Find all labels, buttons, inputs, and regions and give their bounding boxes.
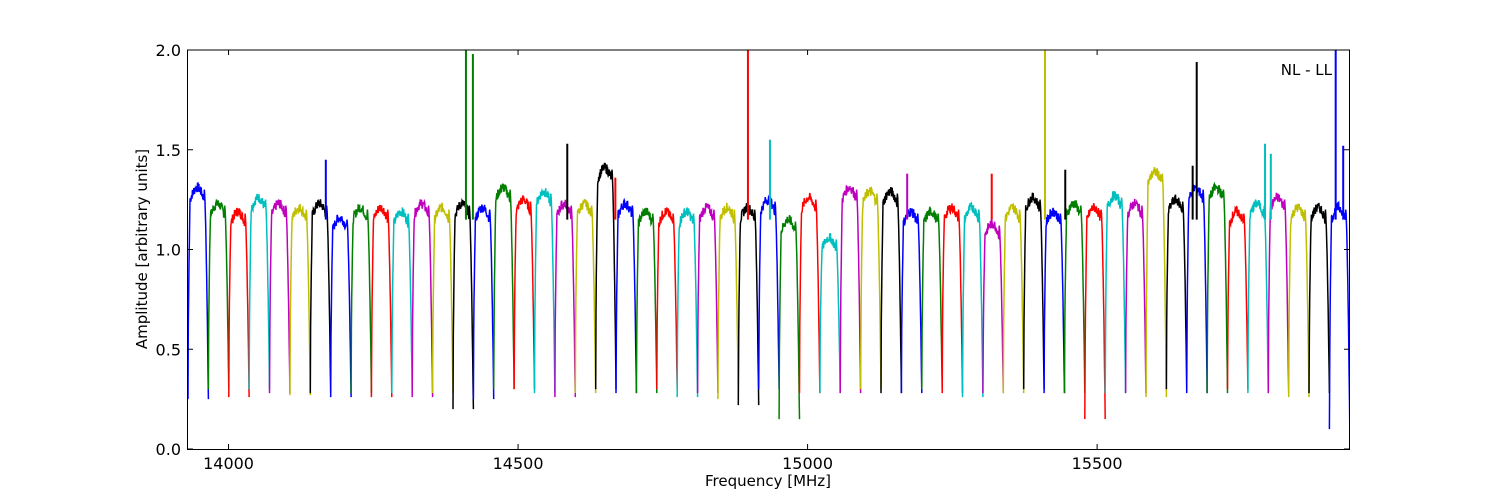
subband-trace-11 xyxy=(391,207,413,394)
subband-trace-36 xyxy=(900,208,923,394)
subband-trace-17 xyxy=(513,195,536,390)
subband-trace-9 xyxy=(350,203,373,394)
subband-trace-41 xyxy=(1002,202,1025,394)
subband-trace-20 xyxy=(574,198,597,394)
subband-trace-53 xyxy=(1247,199,1270,394)
subband-trace-21 xyxy=(594,162,617,390)
subband-trace-44 xyxy=(1063,200,1086,394)
subband-trace-29 xyxy=(757,194,780,390)
subband-trace-6 xyxy=(289,203,312,396)
y-tick-label: 1.5 xyxy=(156,141,181,160)
subband-trace-13 xyxy=(431,202,454,394)
series-layer xyxy=(188,50,1349,430)
subband-trace-18 xyxy=(533,187,556,394)
subband-trace-39 xyxy=(961,201,984,398)
subband-trace-10 xyxy=(370,204,393,398)
subband-trace-30 xyxy=(778,215,801,420)
y-tick-label: 1.0 xyxy=(156,241,181,260)
x-axis-label: Frequency [MHz] xyxy=(705,472,831,490)
subband-trace-19 xyxy=(554,199,577,398)
subband-trace-1 xyxy=(188,181,210,400)
subband-trace-35 xyxy=(880,186,903,394)
subband-trace-56 xyxy=(1308,202,1331,394)
subband-trace-15 xyxy=(472,204,495,400)
subband-trace-54 xyxy=(1267,192,1290,394)
x-tick-label: 14500 xyxy=(493,454,544,473)
subband-trace-51 xyxy=(1206,181,1229,394)
subband-trace-2 xyxy=(207,199,230,390)
y-tick-label: 2.0 xyxy=(156,41,181,60)
y-axis-label: Amplitude [arbitrary units] xyxy=(133,149,151,349)
subband-trace-25 xyxy=(676,207,699,398)
plot-frame xyxy=(187,49,1350,450)
subband-trace-23 xyxy=(635,207,658,394)
subband-trace-31 xyxy=(798,192,821,394)
x-tick-label: 15500 xyxy=(1072,454,1123,473)
subband-trace-34 xyxy=(859,185,882,390)
subband-trace-26 xyxy=(696,202,719,394)
subband-trace-52 xyxy=(1226,205,1249,390)
subband-trace-33 xyxy=(839,185,862,394)
subband-trace-42 xyxy=(1022,192,1045,390)
subband-trace-55 xyxy=(1287,203,1310,398)
subband-trace-37 xyxy=(921,205,943,390)
subband-trace-7 xyxy=(309,198,332,394)
subband-trace-43 xyxy=(1043,207,1066,394)
subband-trace-40 xyxy=(982,218,1005,394)
ticks-layer: 14000 14500 15000 15500 0.0 0.5 1.0 1.5 2.0 xyxy=(156,41,1349,473)
subband-trace-48 xyxy=(1145,167,1168,398)
subband-trace-4 xyxy=(248,193,271,390)
subband-trace-38 xyxy=(941,203,964,394)
subband-trace-45 xyxy=(1084,203,1106,420)
subband-trace-12 xyxy=(411,198,434,398)
y-tick-label: 0.5 xyxy=(156,340,181,359)
subband-trace-8 xyxy=(329,214,352,398)
subband-trace-32 xyxy=(819,233,841,394)
x-tick-label: 14000 xyxy=(203,454,254,473)
subband-trace-22 xyxy=(615,197,638,394)
subband-trace-57 xyxy=(1328,200,1349,430)
subband-trace-49 xyxy=(1165,194,1188,390)
subband-trace-5 xyxy=(268,198,291,394)
subband-trace-16 xyxy=(492,183,515,390)
subband-trace-3 xyxy=(228,207,250,398)
subband-trace-46 xyxy=(1104,191,1127,394)
subband-trace-28 xyxy=(737,202,760,406)
x-tick-label: 15000 xyxy=(782,454,833,473)
y-tick-label: 0.0 xyxy=(156,440,181,459)
subband-trace-24 xyxy=(656,207,678,390)
subband-trace-14 xyxy=(452,197,475,410)
subband-trace-47 xyxy=(1124,198,1147,394)
subband-trace-27 xyxy=(717,202,740,400)
chart-annotation: NL - LL xyxy=(1281,61,1333,79)
